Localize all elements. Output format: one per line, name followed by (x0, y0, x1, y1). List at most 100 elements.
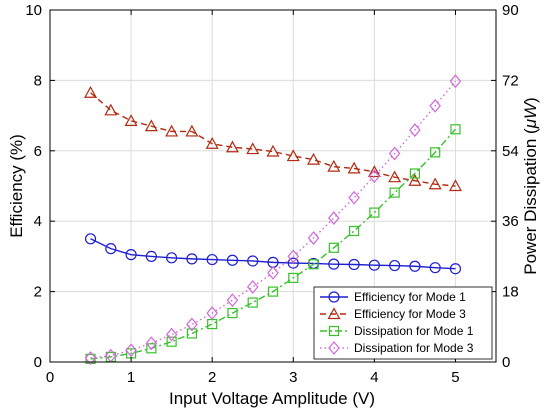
plot-frame (49, 9, 497, 363)
data-point (205, 137, 219, 149)
data-point (105, 348, 117, 363)
data-point (145, 250, 157, 262)
data-point (327, 159, 341, 172)
data-point (428, 177, 442, 190)
series-layer (84, 74, 462, 366)
x-tick-label: 5 (451, 369, 459, 386)
y-right-tick-label: 36 (502, 213, 519, 230)
data-point (146, 343, 157, 354)
data-point (409, 260, 421, 272)
data-point (225, 140, 239, 153)
y-axis-left-label: Efficiency (%) (7, 134, 26, 238)
data-point (307, 152, 321, 165)
data-point (287, 257, 299, 269)
data-point (105, 243, 117, 255)
data-point (84, 85, 98, 98)
data-point (125, 249, 137, 261)
y-axis-right-label-main: Power Dissipation ( (521, 128, 540, 275)
data-point (288, 272, 299, 284)
y-left-tick-label: 10 (25, 2, 42, 19)
data-point (185, 124, 199, 137)
y-right-tick-label: 90 (502, 2, 519, 19)
legend-item: Dissipation for Mode 3 (320, 341, 474, 355)
data-point (186, 317, 198, 332)
legend-marker (328, 325, 340, 337)
ticks: 0 1 2 3 4 5 0 2 4 6 8 10 0 18 36 54 72 90 (25, 2, 518, 386)
legend-item: Efficiency for Mode 1 (320, 290, 466, 304)
data-point (226, 293, 239, 308)
series-line-2 (90, 92, 456, 187)
data-point (368, 259, 380, 271)
data-point (124, 114, 138, 126)
data-point (267, 265, 279, 280)
legend-label: Dissipation for Mode 1 (354, 324, 474, 338)
y-left-tick-label: 2 (34, 284, 42, 301)
y-right-tick-label: 72 (502, 72, 519, 89)
y-right-tick-label: 0 (502, 354, 510, 371)
data-point (286, 149, 300, 162)
data-point (287, 249, 300, 264)
data-point (226, 254, 239, 266)
data-point (448, 179, 462, 192)
data-point (206, 253, 218, 266)
legend-item: Efficiency for Mode 3 (320, 307, 466, 321)
legend-label: Dissipation for Mode 3 (354, 341, 474, 355)
legend-label: Efficiency for Mode 3 (354, 307, 466, 321)
data-point (429, 262, 441, 274)
x-tick-label: 0 (46, 369, 54, 386)
data-point (389, 259, 401, 272)
data-point (308, 259, 319, 270)
data-point (165, 327, 178, 342)
y-right-tick-label: 54 (502, 143, 519, 160)
legend-marker (328, 341, 340, 355)
data-point (186, 328, 198, 339)
data-point (367, 165, 381, 178)
legend-label: Efficiency for Mode 1 (354, 290, 466, 304)
data-point (328, 258, 340, 270)
data-point (186, 253, 198, 265)
y-right-tick-label: 18 (502, 284, 519, 301)
data-point (247, 297, 258, 308)
data-point (347, 161, 361, 174)
data-point (348, 258, 360, 271)
data-point (145, 336, 158, 351)
data-point (266, 144, 280, 157)
x-tick-label: 2 (208, 369, 216, 386)
data-point (165, 124, 179, 137)
x-tick-label: 1 (127, 369, 135, 386)
y-axis-right-label-close: ) (521, 97, 540, 103)
legend-marker (327, 307, 341, 320)
y-left-tick-label: 6 (34, 143, 42, 160)
data-point (267, 286, 279, 297)
data-point (348, 225, 360, 237)
data-point (389, 187, 400, 198)
data-point (104, 103, 118, 116)
series-line-1 (90, 238, 456, 270)
data-point (328, 242, 339, 253)
data-point (84, 233, 97, 245)
data-point (206, 306, 218, 321)
data-point (369, 207, 380, 218)
data-point (307, 231, 320, 245)
data-point (125, 343, 137, 358)
data-point (328, 211, 340, 226)
data-point (430, 147, 441, 158)
data-point (450, 124, 461, 135)
series-4 (84, 74, 462, 366)
data-point (247, 255, 259, 267)
legend-box (313, 286, 493, 360)
data-point (408, 173, 422, 186)
x-tick-label: 4 (370, 369, 378, 386)
series-2 (84, 85, 462, 192)
data-point (388, 170, 402, 183)
series-1 (84, 233, 462, 275)
x-tick-label: 3 (289, 369, 297, 386)
data-point (227, 308, 238, 319)
series-line-4 (90, 80, 456, 359)
data-point (166, 252, 178, 264)
data-point (246, 279, 259, 294)
x-axis-label: Input Voltage Amplitude (V) (169, 389, 375, 408)
data-point (409, 168, 421, 179)
y-left-tick-label: 0 (34, 354, 42, 371)
